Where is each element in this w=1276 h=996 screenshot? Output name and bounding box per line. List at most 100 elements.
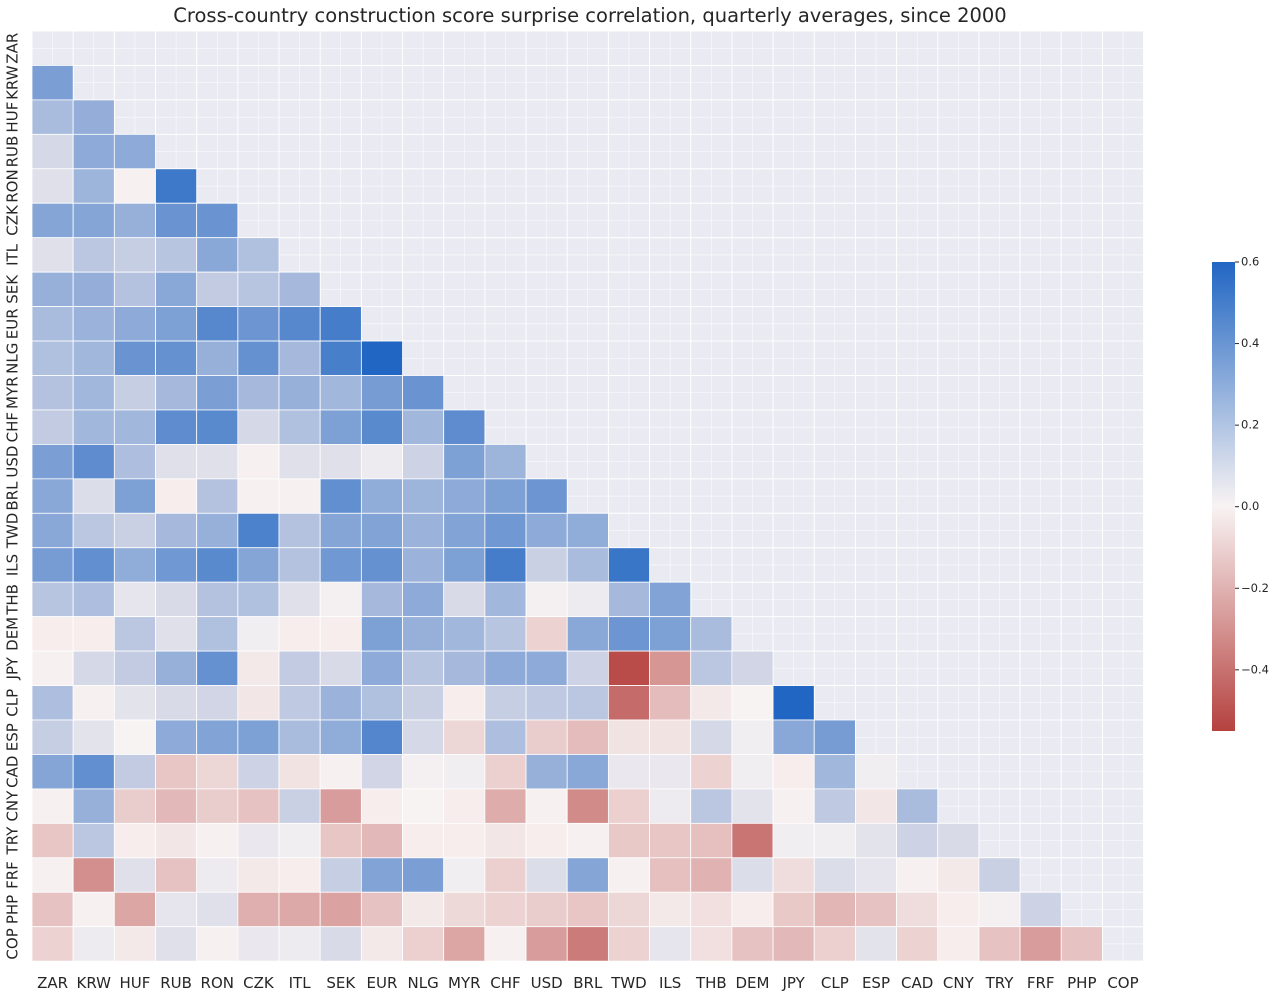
heatmap-cell-COP-TRY: [978, 926, 1021, 962]
heatmap-cell-ESP-RON: [196, 719, 239, 755]
heatmap-cell-JPY-CHF: [484, 650, 527, 686]
heatmap-cell-CZK-RUB: [155, 202, 198, 239]
heatmap-cell-PHP-HUF: [113, 891, 156, 928]
heatmap-cell-THB-HUF: [113, 581, 156, 618]
heatmap-cell-PHP-ILS: [649, 891, 692, 928]
heatmap-cell-PHP-CAD: [896, 891, 939, 928]
heatmap-cell-MYR-SEK: [319, 375, 362, 411]
x-tick-label: COP: [1107, 974, 1138, 992]
heatmap-cell-ITL-ZAR: [31, 237, 74, 273]
heatmap-cell-JPY-THB: [690, 650, 733, 686]
heatmap-cell-MYR-RUB: [155, 375, 198, 411]
heatmap-cell-PHP-TWD: [607, 891, 650, 928]
heatmap-cell-USD-CHF: [484, 443, 527, 480]
heatmap-cell-USD-MYR: [443, 443, 486, 480]
heatmap-cell-CHF-EUR: [360, 409, 403, 445]
heatmap-cell-CNY-CZK: [237, 788, 280, 824]
heatmap-cell-TRY-RUB: [155, 822, 198, 859]
heatmap-cell-DEM-ILS: [649, 616, 692, 652]
heatmap-cell-CLP-TWD: [607, 685, 650, 721]
heatmap-cell-ILS-CHF: [484, 547, 527, 583]
heatmap-cell-CNY-TWD: [607, 788, 650, 824]
heatmap-cell-THB-ITL: [278, 581, 321, 618]
heatmap-cell-DEM-RON: [196, 616, 239, 652]
heatmap-cell-TWD-BRL: [566, 512, 609, 549]
heatmap-cell-BRL-RUB: [155, 478, 198, 514]
heatmap-cell-CHF-ITL: [278, 409, 321, 445]
heatmap-cell-COP-CNY: [937, 926, 980, 962]
heatmap-cell-CAD-CZK: [237, 754, 280, 790]
heatmap-cell-ESP-NLG: [402, 719, 445, 755]
heatmap-cell-DEM-USD: [525, 616, 568, 652]
heatmap-cell-ILS-MYR: [443, 547, 486, 583]
x-tick-label: TRY: [985, 974, 1015, 992]
heatmap-cell-CLP-NLG: [402, 685, 445, 721]
y-tick-label: COP: [4, 928, 22, 959]
heatmap-cell-ITL-RON: [196, 237, 239, 273]
heatmap-cell-FRF-BRL: [566, 857, 609, 893]
x-tick-label: USD: [531, 974, 563, 992]
heatmap-cell-TWD-EUR: [360, 512, 403, 549]
heatmap-cell-BRL-NLG: [402, 478, 445, 514]
heatmap-cell-CLP-SEK: [319, 685, 362, 721]
y-tick-label: FRF: [4, 861, 22, 889]
heatmap-cell-JPY-BRL: [566, 650, 609, 686]
heatmap-cell-TWD-RUB: [155, 512, 198, 549]
heatmap-cell-TWD-CHF: [484, 512, 527, 549]
x-tick-label: SEK: [326, 974, 356, 992]
heatmap-cell-ESP-RUB: [155, 719, 198, 755]
x-tick-label: ITL: [289, 974, 312, 992]
heatmap-cell-TRY-TWD: [607, 822, 650, 859]
heatmap-cell-ITL-RUB: [155, 237, 198, 273]
heatmap-cell-CNY-ESP: [855, 788, 897, 824]
y-tick-label: JPY: [4, 656, 22, 680]
heatmap-cell-CNY-NLG: [402, 788, 445, 824]
heatmap-cells: [31, 65, 1103, 962]
heatmap-cell-USD-ITL: [278, 443, 321, 480]
heatmap-cell-TWD-ITL: [278, 512, 321, 549]
heatmap-cell-THB-NLG: [402, 581, 445, 618]
y-tick-label: PHP: [4, 895, 22, 924]
heatmap-cell-TRY-HUF: [113, 822, 156, 859]
y-tick-label: TRY: [4, 826, 22, 856]
heatmap-cell-TRY-ILS: [649, 822, 692, 859]
heatmap-cell-TRY-NLG: [402, 822, 445, 859]
heatmap-cell-PHP-ESP: [855, 891, 897, 928]
x-tick-label: ZAR: [37, 974, 68, 992]
y-tick-label: USD: [4, 446, 22, 478]
heatmap-cell-SEK-ZAR: [31, 271, 74, 307]
heatmap-cell-ESP-THB: [690, 719, 733, 755]
heatmap-cell-THB-CHF: [484, 581, 527, 618]
heatmap-cell-CAD-CHF: [484, 754, 527, 790]
heatmap-cell-TRY-CNY: [937, 822, 980, 859]
heatmap-cell-COP-RUB: [155, 926, 198, 962]
heatmap-cell-FRF-TRY: [978, 857, 1021, 893]
heatmap-cell-SEK-ITL: [278, 271, 321, 307]
heatmap-cell-TRY-JPY: [772, 822, 815, 859]
heatmap-cell-CAD-USD: [525, 754, 568, 790]
heatmap-cell-PHP-DEM: [731, 891, 774, 928]
heatmap-cell-COP-CZK: [237, 926, 280, 962]
heatmap-cell-FRF-SEK: [319, 857, 362, 893]
heatmap-cell-CZK-HUF: [113, 202, 156, 239]
y-tick-label: CAD: [4, 756, 22, 788]
x-tick-label: CHF: [490, 974, 520, 992]
heatmap-cell-CAD-ILS: [649, 754, 692, 790]
heatmap-cell-PHP-SEK: [319, 891, 362, 928]
y-tick-label: ZAR: [4, 33, 22, 64]
x-tick-label: TWD: [610, 974, 647, 992]
heatmap-cell-DEM-SEK: [319, 616, 362, 652]
heatmap-cell-SEK-KRW: [72, 271, 115, 307]
heatmap-cell-ILS-HUF: [113, 547, 156, 583]
heatmap-cell-TWD-HUF: [113, 512, 156, 549]
heatmap-cell-CLP-KRW: [72, 685, 115, 721]
heatmap-cell-PHP-RON: [196, 891, 239, 928]
heatmap-cell-ILS-CZK: [237, 547, 280, 583]
heatmap-cell-CLP-CHF: [484, 685, 527, 721]
heatmap-cell-CNY-SEK: [319, 788, 362, 824]
heatmap-cell-TWD-CZK: [237, 512, 280, 549]
heatmap-cell-NLG-RON: [196, 340, 239, 376]
heatmap-cell-MYR-KRW: [72, 375, 115, 411]
heatmap-cell-CAD-MYR: [443, 754, 486, 790]
colorbar-ticks: 0.6 0.4 0.2 0.0 −0.2 −0.4: [1235, 255, 1269, 676]
